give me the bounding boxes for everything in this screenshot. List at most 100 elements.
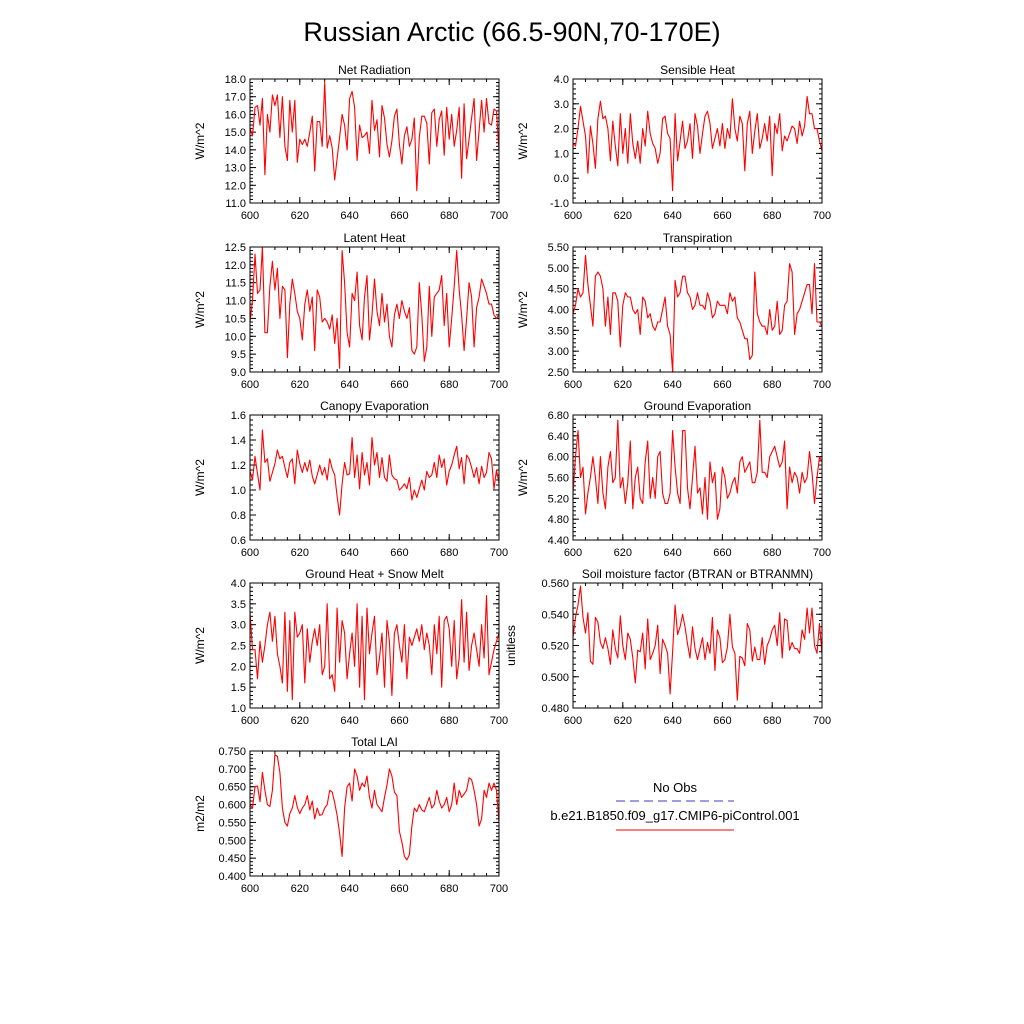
y-axis-label: W/m^2 xyxy=(516,291,530,328)
y-tick-label: 14.0 xyxy=(225,145,246,157)
y-tick-label: 0.0 xyxy=(554,173,569,185)
panel-title: Transpiration xyxy=(663,231,733,245)
y-tick-label: 6.00 xyxy=(548,452,569,464)
y-tick-label: 2.0 xyxy=(554,124,569,136)
x-tick-label: 680 xyxy=(763,379,781,391)
x-tick-label: 620 xyxy=(291,379,309,391)
x-tick-label: 680 xyxy=(440,379,458,391)
y-tick-label: 0.500 xyxy=(541,672,569,684)
y-tick-label: 10.5 xyxy=(225,313,246,325)
series-line xyxy=(250,429,499,516)
y-tick-label: 0.700 xyxy=(218,764,246,776)
y-tick-label: 3.0 xyxy=(554,99,569,111)
y-tick-label: 3.0 xyxy=(231,620,246,632)
panel-net-radiation: 600 620 640 660 680 700 11.0 12.0 13.0 14.0 15.0 16… xyxy=(193,63,508,222)
x-tick-label: 660 xyxy=(713,715,731,727)
x-tick-label: 680 xyxy=(763,210,781,222)
panel-transpiration: 600 620 640 660 680 700 2.50 3.00 3.50 4.00 4.50 5.… xyxy=(516,231,831,391)
x-tick-label: 640 xyxy=(663,210,681,222)
panel-sensible-heat: 600 620 640 660 680 700 -1.0 0.0 1.0 2.0 3.0 4.0 Sen… xyxy=(516,63,831,222)
y-tick-label: 0.400 xyxy=(218,871,246,883)
y-tick-label: 4.0 xyxy=(554,74,569,86)
x-tick-label: 680 xyxy=(440,547,458,559)
y-tick-label: 1.2 xyxy=(231,460,246,472)
y-tick-label: 4.0 xyxy=(231,578,246,590)
x-tick-label: 700 xyxy=(813,210,831,222)
y-tick-label: 4.40 xyxy=(548,535,569,547)
y-tick-label: 11.0 xyxy=(225,296,246,308)
y-axis-label: W/m^2 xyxy=(193,122,207,159)
y-tick-label: 11.5 xyxy=(225,278,246,290)
x-tick-label: 660 xyxy=(713,210,731,222)
plot-frame xyxy=(572,246,823,373)
y-tick-label: 1.6 xyxy=(231,410,246,422)
series-line xyxy=(250,594,499,701)
x-tick-label: 660 xyxy=(390,715,408,727)
y-minor-ticks xyxy=(250,78,499,204)
panel-title: Soil moisture factor (BTRAN or BTRANMN) xyxy=(582,567,813,581)
x-tick-label: 600 xyxy=(564,715,582,727)
x-tick-label: 620 xyxy=(291,547,309,559)
x-tick-label: 700 xyxy=(490,883,508,895)
y-tick-label: 1.5 xyxy=(231,682,246,694)
y-axis-label: W/m^2 xyxy=(516,459,530,496)
y-tick-label: 0.450 xyxy=(218,853,246,865)
panel-latent-heat: 600 620 640 660 680 700 9.0 9.5 10.0 10.5 11.0 11.5… xyxy=(193,231,508,391)
x-minor-ticks xyxy=(572,79,823,203)
x-tick-label: 620 xyxy=(291,883,309,895)
panel-title: Total LAI xyxy=(351,735,398,749)
y-tick-label: 18.0 xyxy=(225,74,246,86)
x-tick-label: 600 xyxy=(241,379,259,391)
y-tick-label: 4.00 xyxy=(548,305,569,317)
x-tick-label: 700 xyxy=(813,379,831,391)
y-tick-label: 0.650 xyxy=(218,782,246,794)
y-tick-label: 0.480 xyxy=(541,703,569,715)
x-tick-label: 660 xyxy=(390,210,408,222)
x-tick-label: 600 xyxy=(564,547,582,559)
x-tick-label: 600 xyxy=(564,379,582,391)
y-axis-label: m2/m2 xyxy=(193,795,207,832)
x-tick-label: 620 xyxy=(614,547,632,559)
y-tick-label: 11.0 xyxy=(225,198,246,210)
x-tick-label: 660 xyxy=(713,547,731,559)
y-tick-label: 12.0 xyxy=(225,260,246,272)
y-tick-label: 12.5 xyxy=(225,242,246,254)
y-tick-label: 0.750 xyxy=(218,746,246,758)
y-tick-label: 6.80 xyxy=(548,410,569,422)
y-tick-label: 1.0 xyxy=(231,485,246,497)
y-minor-ticks xyxy=(250,750,499,877)
x-tick-label: 700 xyxy=(490,379,508,391)
y-tick-label: 3.00 xyxy=(548,346,569,358)
y-minor-ticks xyxy=(573,78,822,204)
panel-canopy-evaporation: 600 620 640 660 680 700 0.6 0.8 1.0 1.2 1.4 1.6 Cano… xyxy=(193,399,508,559)
x-minor-ticks xyxy=(572,415,823,540)
series-line xyxy=(573,585,822,701)
y-tick-label: 0.520 xyxy=(541,641,569,653)
series-line xyxy=(250,754,499,861)
x-tick-label: 620 xyxy=(291,715,309,727)
y-tick-label: 0.550 xyxy=(218,817,246,829)
x-tick-label: 600 xyxy=(241,715,259,727)
x-tick-label: 640 xyxy=(340,883,358,895)
y-tick-label: 0.540 xyxy=(541,609,569,621)
x-tick-label: 700 xyxy=(813,715,831,727)
legend-item: b.e21.B1850.f09_g17.CMIP6-piControl.001 xyxy=(550,808,800,831)
panels: 600 620 640 660 680 700 11.0 12.0 13.0 14.0 15.0 16… xyxy=(193,63,831,895)
y-tick-label: 0.6 xyxy=(231,535,246,547)
y-axis-label: W/m^2 xyxy=(193,627,207,664)
x-tick-label: 680 xyxy=(440,883,458,895)
y-tick-label: 2.5 xyxy=(231,641,246,653)
plot-frame xyxy=(249,582,500,709)
plot-frame xyxy=(249,750,500,877)
plot-frame xyxy=(572,78,823,204)
y-tick-label: 15.0 xyxy=(225,127,246,139)
x-tick-label: 600 xyxy=(241,547,259,559)
x-tick-label: 640 xyxy=(663,379,681,391)
x-tick-label: 700 xyxy=(490,715,508,727)
x-tick-label: 680 xyxy=(440,715,458,727)
x-tick-label: 680 xyxy=(763,715,781,727)
panel-title: Ground Heat + Snow Melt xyxy=(305,567,444,581)
x-minor-ticks xyxy=(572,583,823,708)
panel-total-lai: 600 620 640 660 680 700 0.400 0.450 0.500 0.550 0.… xyxy=(193,735,508,895)
legend-label: b.e21.B1850.f09_g17.CMIP6-piControl.001 xyxy=(550,808,799,823)
